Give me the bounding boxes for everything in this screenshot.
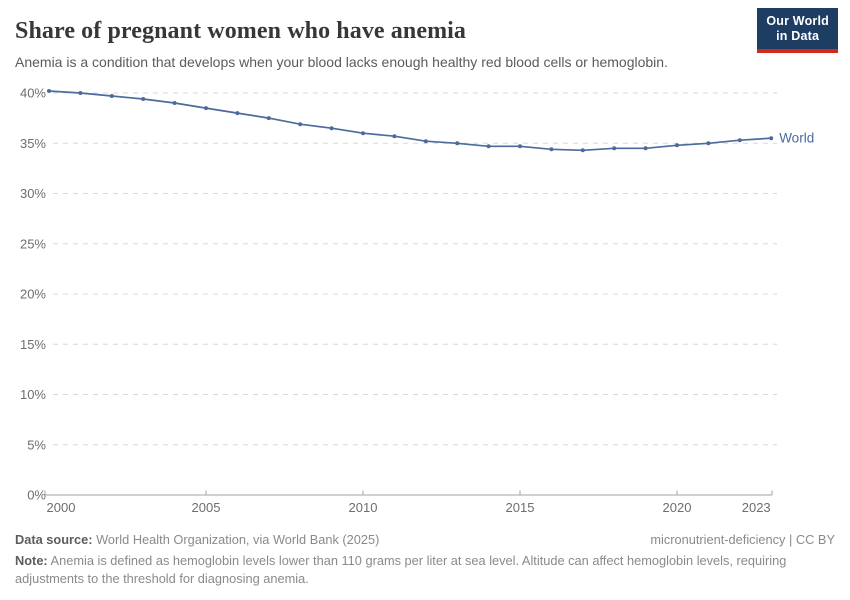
data-point bbox=[580, 148, 585, 153]
chart-subtitle: Anemia is a condition that develops when… bbox=[15, 54, 668, 70]
data-source: Data source: World Health Organization, … bbox=[15, 531, 379, 549]
data-point bbox=[78, 91, 83, 95]
chart-area: 0% 5% 10% 15% 20% 25% 30% 35% 40% 2000 2005 2010 201… bbox=[0, 78, 850, 528]
data-point bbox=[329, 126, 334, 131]
chart-footer: Data source: World Health Organization, … bbox=[15, 531, 835, 588]
data-point bbox=[769, 136, 774, 141]
data-point bbox=[518, 144, 522, 149]
data-point bbox=[266, 116, 271, 121]
x-tick-label: 2000 bbox=[47, 500, 76, 515]
y-tick-label: 35% bbox=[20, 136, 46, 151]
y-tick-label: 0% bbox=[27, 488, 46, 503]
data-point bbox=[47, 89, 51, 93]
owid-logo-line2: in Data bbox=[776, 29, 820, 43]
chart-canvas: 0% 5% 10% 15% 20% 25% 30% 35% 40% 2000 2005 2010 201… bbox=[20, 86, 814, 516]
data-point bbox=[455, 141, 460, 146]
owid-logo-line1: Our World bbox=[766, 14, 829, 28]
note-label: Note: bbox=[15, 553, 48, 568]
x-tick-label: 2023 bbox=[742, 500, 771, 515]
y-tick-label: 15% bbox=[20, 337, 46, 352]
x-tick-label: 2010 bbox=[349, 500, 378, 515]
y-tick-label: 30% bbox=[20, 186, 46, 201]
data-point bbox=[675, 143, 679, 148]
y-tick-label: 25% bbox=[20, 236, 46, 251]
page-title: Share of pregnant women who have anemia bbox=[15, 18, 467, 44]
series-label-world: World bbox=[779, 131, 814, 146]
data-point bbox=[737, 138, 742, 143]
data-point bbox=[298, 122, 303, 127]
owid-logo: Our World in Data bbox=[757, 8, 838, 53]
data-source-text: World Health Organization, via World Ban… bbox=[92, 532, 380, 547]
data-point bbox=[235, 111, 240, 116]
data-point bbox=[486, 144, 491, 149]
data-point bbox=[643, 146, 648, 151]
data-point bbox=[423, 139, 428, 144]
data-point bbox=[109, 94, 114, 98]
y-tick-label: 10% bbox=[20, 387, 46, 402]
footer-source-row: Data source: World Health Organization, … bbox=[15, 531, 835, 549]
data-point bbox=[392, 134, 397, 139]
x-tick-label: 2005 bbox=[192, 500, 221, 515]
data-point bbox=[172, 101, 177, 105]
x-tick-label: 2020 bbox=[663, 500, 692, 515]
footer-note: Note: Anemia is defined as hemoglobin le… bbox=[15, 552, 807, 588]
y-tick-label: 5% bbox=[27, 437, 46, 452]
data-point bbox=[361, 131, 365, 136]
data-point bbox=[706, 141, 711, 146]
data-point bbox=[204, 106, 208, 111]
data-point bbox=[141, 97, 146, 101]
y-tick-label: 40% bbox=[20, 86, 46, 101]
note-text: Anemia is defined as hemoglobin levels l… bbox=[15, 553, 787, 586]
license-text: micronutrient-deficiency | CC BY bbox=[650, 532, 835, 547]
y-tick-label: 20% bbox=[20, 287, 46, 302]
data-point bbox=[612, 146, 617, 151]
series-line-world bbox=[48, 90, 773, 152]
data-source-label: Data source: bbox=[15, 532, 93, 547]
x-tick-label: 2015 bbox=[506, 500, 535, 515]
chart-header: Share of pregnant women who have anemia … bbox=[0, 0, 850, 71]
data-point bbox=[549, 147, 554, 152]
